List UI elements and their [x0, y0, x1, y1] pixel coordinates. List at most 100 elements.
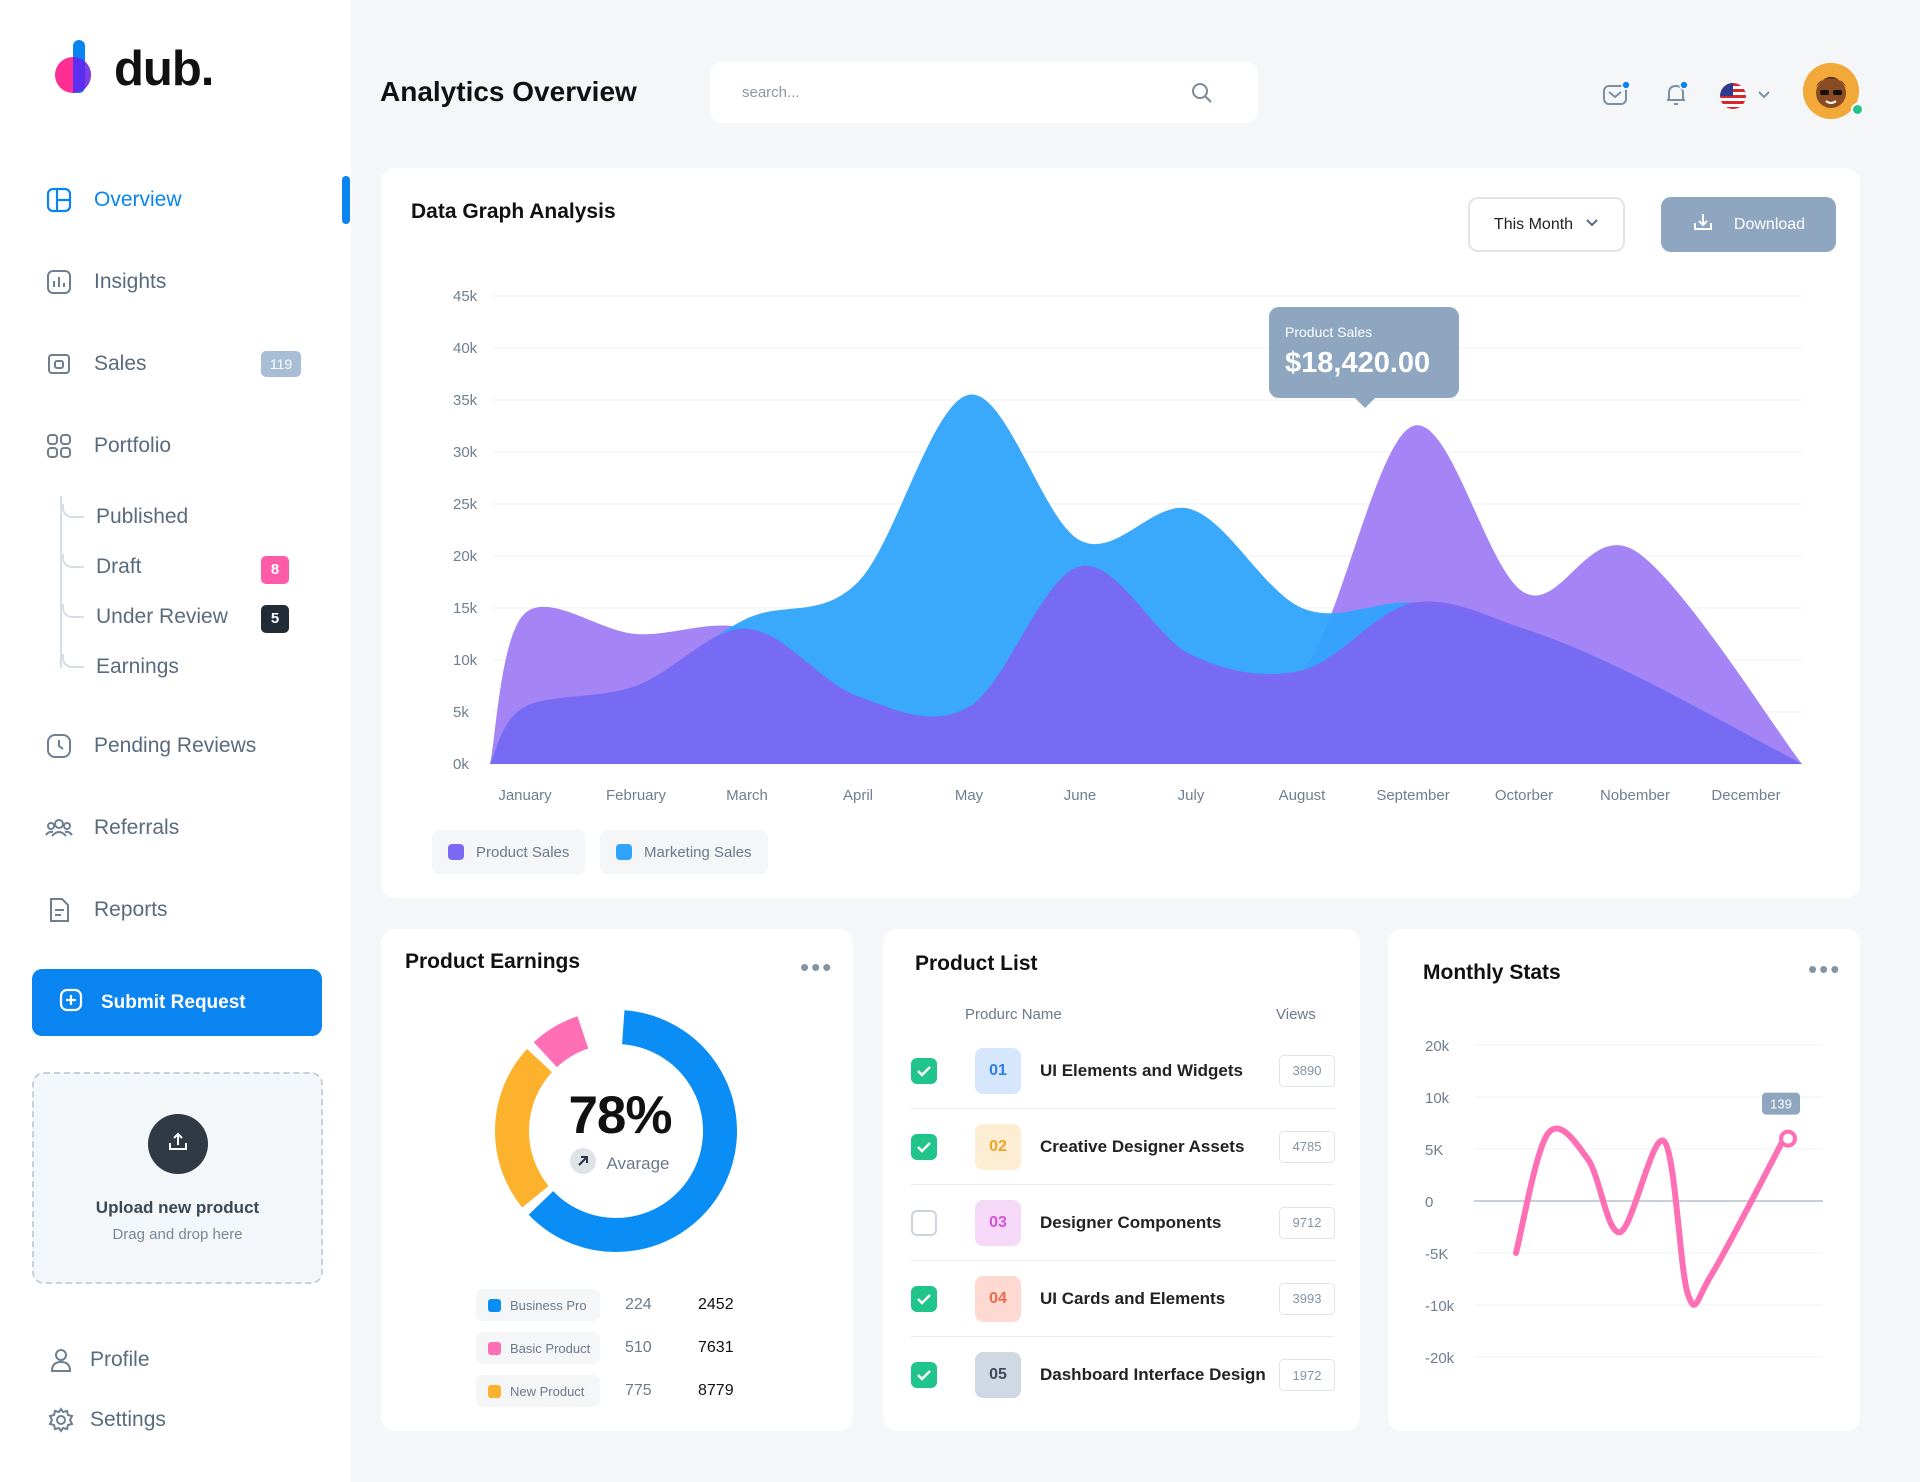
earnings-value-2: 7631 — [698, 1339, 734, 1356]
row-number-badge: 03 — [975, 1199, 1021, 1246]
upload-button[interactable] — [147, 1114, 208, 1174]
tree-branch — [62, 504, 84, 518]
row-checkbox[interactable] — [911, 1209, 937, 1236]
sidebar-item-reports[interactable]: Reports — [44, 895, 168, 925]
earnings-name: Basic Product — [510, 1340, 591, 1356]
line-chart: 20k 10k 5K 0 -5K -10k -20k 139 — [1425, 1038, 1823, 1367]
table-row[interactable]: 03 Designer Components 9712 — [911, 1185, 1335, 1261]
x-tick-label: April — [843, 787, 873, 804]
views-count: 9712 — [1279, 1206, 1335, 1239]
sidebar-subitem-under-review[interactable]: Under Review — [96, 605, 228, 628]
period-label: This Month — [1493, 215, 1574, 233]
area-chart: 45k 40k 35k 30k 25k 20k 15k 10k 5k 0k January Febru… — [453, 288, 1802, 804]
sidebar-item-label: Insights — [94, 270, 167, 293]
graph-title: Data Graph Analysis — [411, 200, 616, 223]
earnings-name: Business Pro — [510, 1297, 587, 1313]
donut-chart — [495, 1010, 737, 1252]
marker-label: 139 — [1770, 1097, 1792, 1112]
portfolio-tree-line — [60, 496, 80, 668]
sidebar-item-pending-reviews[interactable]: Pending Reviews — [44, 731, 256, 761]
table-row[interactable]: 01 UI Elements and Widgets 3890 — [911, 1033, 1335, 1109]
row-checkbox[interactable] — [911, 1362, 937, 1388]
earnings-row: New Product 775 8779 — [476, 1375, 734, 1407]
search-input[interactable] — [742, 84, 1162, 101]
y-tick-label: 25k — [453, 496, 478, 513]
period-dropdown[interactable]: This Month — [1468, 197, 1625, 252]
user-icon — [46, 1345, 76, 1375]
chevron-down-icon[interactable] — [1756, 88, 1772, 107]
product-name: UI Cards and Elements — [1040, 1288, 1226, 1308]
avatar[interactable] — [1803, 63, 1859, 119]
grid-icon — [44, 431, 74, 461]
sidebar-item-portfolio[interactable]: Portfolio — [44, 431, 171, 461]
x-tick-label: March — [726, 787, 768, 804]
y-tick-label: 30k — [453, 444, 478, 461]
earnings-chip: Business Pro — [476, 1289, 600, 1321]
column-header-views[interactable]: Views — [1276, 1006, 1316, 1023]
column-header-name[interactable]: Produrc Name — [965, 1006, 1062, 1023]
earnings-chip: New Product — [476, 1375, 600, 1407]
donut-slice-new-product — [495, 1049, 553, 1208]
earnings-value-1: 775 — [625, 1382, 652, 1399]
search-icon[interactable] — [1190, 81, 1214, 110]
table-row[interactable]: 02 Creative Designer Assets 4785 — [911, 1109, 1335, 1185]
upload-subtitle: Drag and drop here — [112, 1226, 243, 1243]
mail-icon[interactable] — [1602, 80, 1631, 113]
more-options-icon[interactable]: ••• — [800, 952, 834, 982]
row-checkbox[interactable] — [911, 1133, 937, 1160]
y-tick-label: 35k — [453, 392, 478, 409]
submit-request-button[interactable]: Submit Request — [32, 969, 322, 1036]
x-tick-label: February — [606, 787, 667, 804]
sidebar-item-settings[interactable]: Settings — [46, 1405, 166, 1435]
sidebar: dub. Overview Insights Sales 119 Portfol… — [0, 0, 351, 1482]
table-row[interactable]: 04 UI Cards and Elements 3993 — [911, 1261, 1335, 1337]
tree-branch — [62, 604, 84, 618]
check-icon — [917, 1370, 931, 1381]
sidebar-item-profile[interactable]: Profile — [46, 1345, 150, 1375]
legend-product-sales[interactable]: Product Sales — [432, 830, 586, 874]
check-icon — [917, 1065, 931, 1077]
row-checkbox[interactable] — [911, 1285, 937, 1312]
sidebar-item-overview[interactable]: Overview — [44, 185, 182, 215]
active-indicator — [342, 176, 350, 224]
sidebar-subitem-draft[interactable]: Draft — [96, 555, 142, 578]
bell-icon[interactable] — [1663, 80, 1691, 113]
sidebar-item-sales[interactable]: Sales — [44, 349, 147, 379]
upload-dropzone[interactable]: Upload new product Drag and drop here — [32, 1072, 323, 1284]
more-options-icon[interactable]: ••• — [1808, 954, 1842, 984]
legend-marketing-sales[interactable]: Marketing Sales — [600, 830, 768, 874]
legend-swatch — [488, 1298, 501, 1312]
us-flag-icon[interactable] — [1720, 83, 1746, 114]
sidebar-subitem-published[interactable]: Published — [96, 505, 189, 528]
product-name: UI Elements and Widgets — [1040, 1060, 1243, 1080]
check-icon — [917, 1293, 931, 1305]
legend-swatch — [448, 844, 464, 860]
sidebar-subitem-earnings[interactable]: Earnings — [96, 655, 179, 678]
sidebar-item-referrals[interactable]: Referrals — [44, 813, 179, 843]
y-tick-label: 5k — [453, 704, 469, 721]
row-checkbox[interactable] — [911, 1057, 937, 1084]
x-tick-label: January — [498, 787, 552, 804]
y-tick-label: 45k — [453, 288, 478, 305]
sidebar-item-insights[interactable]: Insights — [44, 267, 166, 297]
marker-label-bg — [1762, 1092, 1800, 1115]
donut-sub-label: Avarage — [606, 1153, 670, 1173]
download-button[interactable]: Download — [1661, 197, 1836, 252]
y-tick-label: -5K — [1425, 1246, 1448, 1263]
table-row[interactable]: 05 Dashboard Interface Design 1972 — [911, 1337, 1335, 1413]
clock-icon — [44, 731, 74, 761]
sidebar-item-label: Pending Reviews — [94, 734, 257, 757]
brand-logo[interactable]: dub. — [52, 40, 214, 98]
y-tick-label: 5K — [1425, 1142, 1443, 1159]
earnings-chip: Basic Product — [476, 1332, 600, 1364]
plus-square-icon — [59, 988, 83, 1018]
download-label: Download — [1733, 215, 1806, 233]
monthly-stats-card — [1388, 929, 1860, 1431]
legend-label: Marketing Sales — [644, 843, 752, 861]
data-graph-card — [381, 168, 1860, 898]
x-tick-label: August — [1279, 787, 1327, 804]
line-end-marker — [1779, 1129, 1797, 1148]
earnings-row: Business Pro 224 2452 — [476, 1289, 734, 1321]
gear-icon — [46, 1405, 76, 1435]
arrow-up-right-icon — [570, 1148, 597, 1179]
